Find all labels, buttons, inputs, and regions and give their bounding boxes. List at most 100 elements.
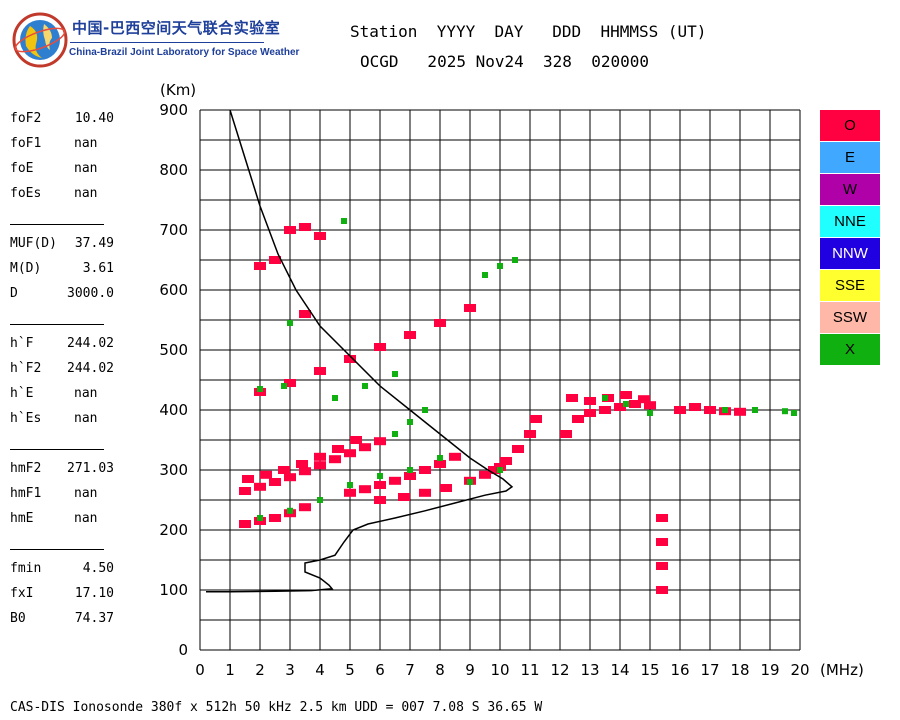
legend-item-x: X — [820, 334, 880, 365]
echo-point-o — [638, 395, 650, 404]
logo-title: 中国-巴西空间天气联合实验室 — [72, 19, 281, 37]
x-tick-label: 7 — [405, 661, 415, 679]
echo-point-o — [260, 470, 272, 479]
x-tick-label: 19 — [760, 661, 779, 679]
echo-point-o — [389, 476, 401, 485]
x-tick-label: 2 — [255, 661, 265, 679]
legend-item-nne: NNE — [820, 206, 880, 237]
param-value: nan — [74, 186, 98, 201]
echo-point-x — [782, 408, 788, 415]
header-values: OCGD 2025 Nov24 328 020000 — [360, 52, 649, 71]
legend-item-w: W — [820, 174, 880, 205]
param-label: hmE — [10, 511, 34, 526]
echo-point-o — [284, 379, 296, 387]
legend-item-o: O — [820, 110, 880, 141]
echo-point-o — [329, 455, 341, 464]
echo-point-x — [281, 383, 287, 389]
echo-point-o — [419, 466, 431, 474]
x-tick-label: 0 — [195, 661, 205, 679]
x-tick-label: 5 — [345, 661, 355, 679]
x-tick-label: 17 — [700, 661, 719, 679]
echo-point-x — [497, 467, 503, 473]
param-label: M(D) — [10, 261, 42, 276]
param-label: foF2 — [10, 111, 42, 126]
echo-point-x — [497, 263, 503, 269]
echo-point-x — [341, 218, 347, 224]
echo-point-o — [344, 449, 356, 458]
echo-point-x — [257, 386, 263, 392]
param-value: nan — [74, 136, 98, 151]
y-tick-label: 700 — [159, 221, 188, 239]
echo-point-o — [479, 470, 491, 479]
x-tick-label: 20 — [790, 661, 809, 679]
echo-point-o — [344, 488, 356, 497]
echo-point-o — [299, 503, 311, 512]
echo-point-o — [599, 406, 611, 414]
echo-point-o — [299, 467, 311, 476]
param-label: foF1 — [10, 136, 42, 151]
echo-point-o — [269, 256, 281, 264]
echo-point-o — [530, 415, 542, 423]
echo-point-o — [404, 472, 416, 480]
footer-info: CAS-DIS Ionosonde 380f x 512h 50 kHz 2.5… — [10, 700, 543, 715]
x-tick-label: 12 — [550, 661, 569, 679]
param-value: 4.50 — [82, 561, 114, 576]
echo-point-o — [359, 443, 371, 452]
y-tick-label: 0 — [178, 641, 188, 659]
param-value: 244.02 — [67, 361, 114, 376]
y-tick-label: 800 — [159, 161, 188, 179]
echo-point-o — [374, 481, 386, 489]
echo-point-x — [332, 395, 338, 401]
echo-point-x — [392, 431, 398, 437]
parameter-separator — [10, 224, 104, 225]
param-value: 74.37 — [74, 611, 114, 626]
echo-point-o — [704, 406, 716, 414]
echo-point-x — [377, 473, 383, 479]
param-label: fxI — [10, 586, 34, 601]
param-label: hmF2 — [10, 461, 42, 476]
param-label: foE — [10, 161, 34, 176]
parameter-separator — [10, 449, 104, 450]
param-label: fmin — [10, 561, 42, 576]
echo-point-x — [407, 419, 413, 425]
x-tick-label: 11 — [520, 661, 539, 679]
x-tick-label: 14 — [610, 661, 629, 679]
echo-point-o — [566, 394, 578, 402]
param-value: 17.10 — [74, 586, 114, 601]
echo-point-o — [299, 310, 311, 318]
echo-point-o — [299, 223, 311, 231]
param-label: h`E — [10, 386, 34, 401]
y-tick-label: 400 — [159, 401, 188, 419]
x-tick-label: 10 — [490, 661, 509, 679]
echo-point-o — [278, 466, 290, 474]
echo-point-o — [239, 520, 251, 528]
echo-point-o — [314, 367, 326, 375]
echo-point-o — [269, 478, 281, 486]
echo-point-x — [482, 272, 488, 278]
x-tick-label: 15 — [640, 661, 659, 679]
param-value: nan — [74, 161, 98, 176]
echo-point-o — [584, 397, 596, 405]
echo-point-o — [359, 485, 371, 494]
echo-point-o — [374, 496, 386, 504]
echo-point-o — [296, 460, 308, 468]
echo-point-o — [434, 460, 446, 468]
x-tick-label: 1 — [225, 661, 235, 679]
y-axis-unit: (Km) — [160, 81, 196, 99]
echo-point-o — [374, 343, 386, 351]
param-value: 3.61 — [82, 261, 114, 276]
echo-point-o — [620, 391, 632, 399]
y-tick-label: 300 — [159, 461, 188, 479]
y-tick-label: 500 — [159, 341, 188, 359]
echo-point-o — [440, 484, 452, 492]
echo-point-o — [614, 403, 626, 411]
x-tick-label: 8 — [435, 661, 445, 679]
param-value: nan — [74, 386, 98, 401]
legend-item-sse: SSE — [820, 270, 880, 301]
param-value: 3000.0 — [67, 286, 114, 301]
echo-point-o — [254, 262, 266, 270]
echo-point-o — [512, 445, 524, 453]
electron-density-profile — [206, 109, 514, 593]
header-columns: Station YYYY DAY DDD HHMMSS (UT) — [350, 22, 707, 41]
